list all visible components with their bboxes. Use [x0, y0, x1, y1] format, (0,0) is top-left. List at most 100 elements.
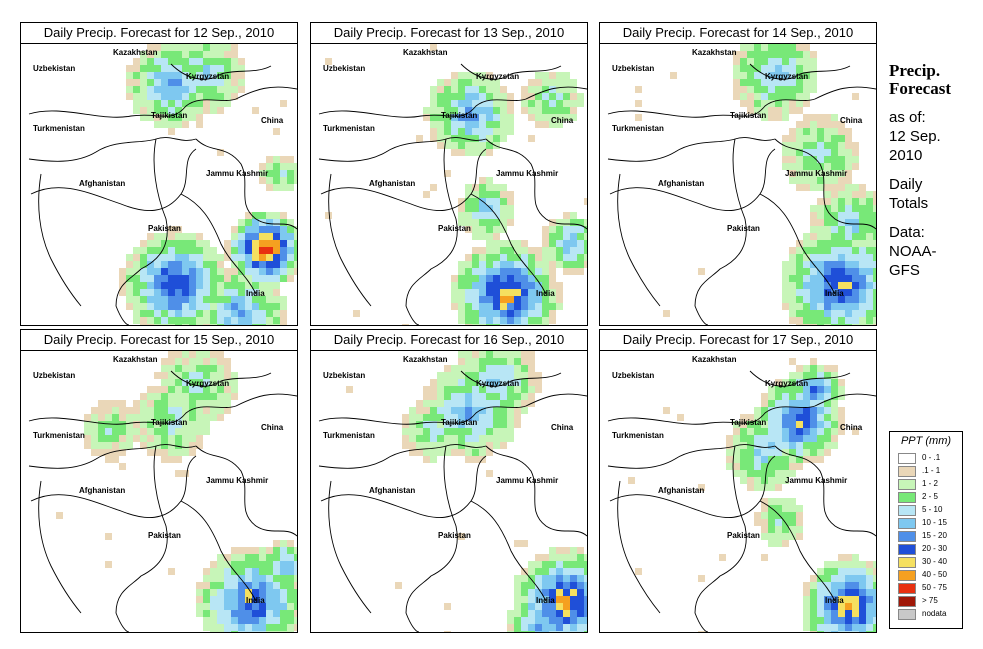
precip-cell [775, 442, 782, 449]
precip-cell [210, 631, 217, 632]
precip-cell [451, 107, 458, 114]
precip-cell [203, 575, 210, 582]
precip-cell [189, 428, 196, 435]
precip-cell [549, 596, 556, 603]
country-border [607, 137, 776, 162]
precip-cell [761, 100, 768, 107]
precip-cell [570, 79, 577, 86]
precip-cell [577, 575, 584, 582]
precip-cell [112, 442, 119, 449]
precip-cell [577, 247, 584, 254]
precip-cell [521, 582, 528, 589]
precip-cell [866, 191, 873, 198]
precip-cell [542, 310, 549, 317]
precip-cell [451, 100, 458, 107]
precip-cell [133, 268, 140, 275]
precip-cell [273, 610, 280, 617]
precip-cell [161, 324, 168, 325]
precip-cell [733, 79, 740, 86]
precip-cell [224, 58, 231, 65]
precip-cell [154, 289, 161, 296]
precip-cell [514, 254, 521, 261]
precip-cell [140, 107, 147, 114]
precip-cell [845, 149, 852, 156]
precip-cell [56, 512, 63, 519]
precip-cell [852, 240, 859, 247]
precip-cell [817, 156, 824, 163]
precip-cell [852, 554, 859, 561]
precip-cell [231, 58, 238, 65]
precip-cell [161, 379, 168, 386]
precip-cell [831, 233, 838, 240]
precip-cell [203, 303, 210, 310]
precip-cell [514, 421, 521, 428]
map-canvas [318, 44, 587, 325]
precip-cell [535, 596, 542, 603]
precip-cell [437, 442, 444, 449]
precip-cell [761, 407, 768, 414]
precip-cell [245, 324, 252, 325]
precip-cell [238, 575, 245, 582]
precip-cell [852, 617, 859, 624]
precip-cell [852, 226, 859, 233]
precip-cell [203, 51, 210, 58]
precip-cell [577, 547, 584, 554]
precip-cell [203, 296, 210, 303]
precip-cell [252, 324, 259, 325]
precip-cell [542, 575, 549, 582]
precip-cell [782, 261, 789, 268]
precip-cell [196, 596, 203, 603]
precip-cell [444, 407, 451, 414]
precip-cell [252, 317, 259, 324]
precip-cell [472, 435, 479, 442]
precip-cell [761, 65, 768, 72]
precip-cell [542, 254, 549, 261]
precip-cell [493, 240, 500, 247]
precip-cell [465, 289, 472, 296]
precip-cell [252, 275, 259, 282]
precip-cell [287, 589, 294, 596]
precip-cell [831, 386, 838, 393]
precip-cell [852, 247, 859, 254]
precip-cell [217, 596, 224, 603]
precip-cell [528, 86, 535, 93]
precip-cell [91, 407, 98, 414]
precip-cell [859, 589, 866, 596]
precip-cell [458, 533, 465, 540]
precip-cell [796, 51, 803, 58]
precip-cell [796, 100, 803, 107]
precip-cell [224, 240, 231, 247]
precip-cell [140, 421, 147, 428]
precip-cell [831, 254, 838, 261]
precip-cell [465, 421, 472, 428]
precip-cell [507, 303, 514, 310]
place-label-turkmenistan: Turkmenistan [323, 431, 375, 440]
precip-cell [238, 324, 245, 325]
precip-cell [500, 317, 507, 324]
precip-cell [224, 289, 231, 296]
precip-cell [154, 282, 161, 289]
precip-cell [521, 393, 528, 400]
precip-cell [140, 254, 147, 261]
precip-cell [196, 86, 203, 93]
precip-cell [147, 400, 154, 407]
precip-cell [500, 393, 507, 400]
place-label-china: China [261, 423, 284, 432]
precip-cell [493, 142, 500, 149]
precip-cell [189, 449, 196, 456]
precip-cell [838, 589, 845, 596]
precip-cell [831, 317, 838, 324]
precip-cell [810, 442, 817, 449]
precip-cell [486, 240, 493, 247]
precip-cell [210, 393, 217, 400]
precip-cell [866, 631, 873, 632]
precip-cell [472, 247, 479, 254]
precip-cell [210, 72, 217, 79]
precip-cell [196, 610, 203, 617]
precip-cell [133, 79, 140, 86]
precip-cell [175, 247, 182, 254]
precip-cell [147, 114, 154, 121]
precip-cell [810, 86, 817, 93]
place-label-pakistan: Pakistan [727, 224, 760, 233]
precip-cell [570, 568, 577, 575]
